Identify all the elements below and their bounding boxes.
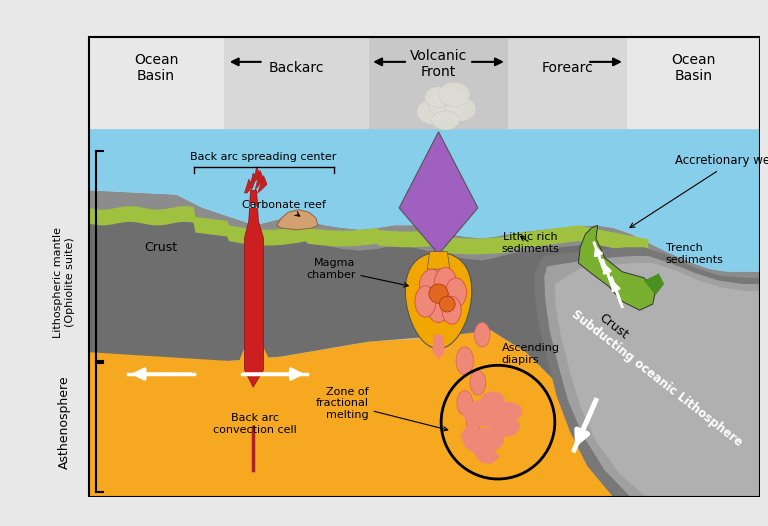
Bar [369,37,508,498]
Polygon shape [427,251,450,269]
Polygon shape [488,416,520,437]
Bar [89,129,369,498]
Text: Lithic rich
sediments: Lithic rich sediments [502,232,559,254]
Text: Volcanic
Front: Volcanic Front [410,48,467,79]
Text: Ocean
Basin: Ocean Basin [134,53,178,83]
Polygon shape [463,400,502,427]
Text: Trench
sediments: Trench sediments [666,244,723,265]
Polygon shape [249,173,257,190]
Polygon shape [419,269,444,304]
Polygon shape [426,286,451,322]
Polygon shape [237,348,273,422]
Circle shape [439,296,455,312]
Text: Magma
chamber: Magma chamber [306,258,409,287]
Polygon shape [432,335,445,359]
Bar [89,37,224,129]
Text: Asthenosphere: Asthenosphere [58,376,71,469]
Polygon shape [481,391,505,409]
Polygon shape [439,82,470,106]
Polygon shape [89,330,760,498]
Text: Ocean
Basin: Ocean Basin [672,53,716,83]
Text: Lithospheric mantle
(Ophiolite suite): Lithospheric mantle (Ophiolite suite) [54,227,75,338]
Polygon shape [460,427,500,464]
Text: Ascending
diapirs: Ascending diapirs [502,343,559,365]
Text: Back arc
convection cell: Back arc convection cell [213,413,296,435]
Polygon shape [470,371,485,395]
Polygon shape [244,179,253,193]
Polygon shape [415,286,436,317]
Polygon shape [89,190,760,296]
Text: Back arc spreading center: Back arc spreading center [190,151,337,161]
Polygon shape [257,176,267,193]
Polygon shape [457,391,472,415]
Polygon shape [495,402,522,421]
Polygon shape [554,263,760,498]
Polygon shape [399,132,478,254]
Polygon shape [249,202,257,208]
Polygon shape [428,88,466,118]
Circle shape [429,284,449,303]
Polygon shape [255,170,263,190]
Polygon shape [251,167,261,190]
Text: Subducting oceanic Lithosphere: Subducting oceanic Lithosphere [569,308,745,449]
Bar [627,37,760,129]
Polygon shape [406,252,472,349]
Polygon shape [445,278,466,308]
Polygon shape [89,129,760,272]
Polygon shape [89,190,760,498]
Polygon shape [445,97,476,122]
Polygon shape [644,274,664,296]
Polygon shape [545,256,760,498]
Polygon shape [434,267,457,300]
Text: Forearc: Forearc [542,61,594,75]
Polygon shape [535,247,760,498]
Text: Carbonate reef: Carbonate reef [242,200,326,216]
Bar [224,37,369,129]
Text: Accretionary wedge: Accretionary wedge [630,154,768,228]
Polygon shape [466,412,481,432]
Polygon shape [432,111,459,130]
Polygon shape [469,428,504,452]
Polygon shape [442,296,462,324]
Bar [508,37,627,129]
Text: Backarc: Backarc [268,61,324,75]
Text: Crust: Crust [144,241,177,254]
Polygon shape [417,98,452,125]
Text: Zone of
fractional
melting: Zone of fractional melting [316,387,448,431]
Polygon shape [425,86,452,107]
Polygon shape [475,322,490,347]
Text: Crust: Crust [597,311,631,341]
Polygon shape [276,210,318,230]
Polygon shape [456,347,474,375]
Polygon shape [89,206,648,255]
Bar [508,129,760,498]
Polygon shape [578,226,655,310]
Polygon shape [244,190,263,387]
